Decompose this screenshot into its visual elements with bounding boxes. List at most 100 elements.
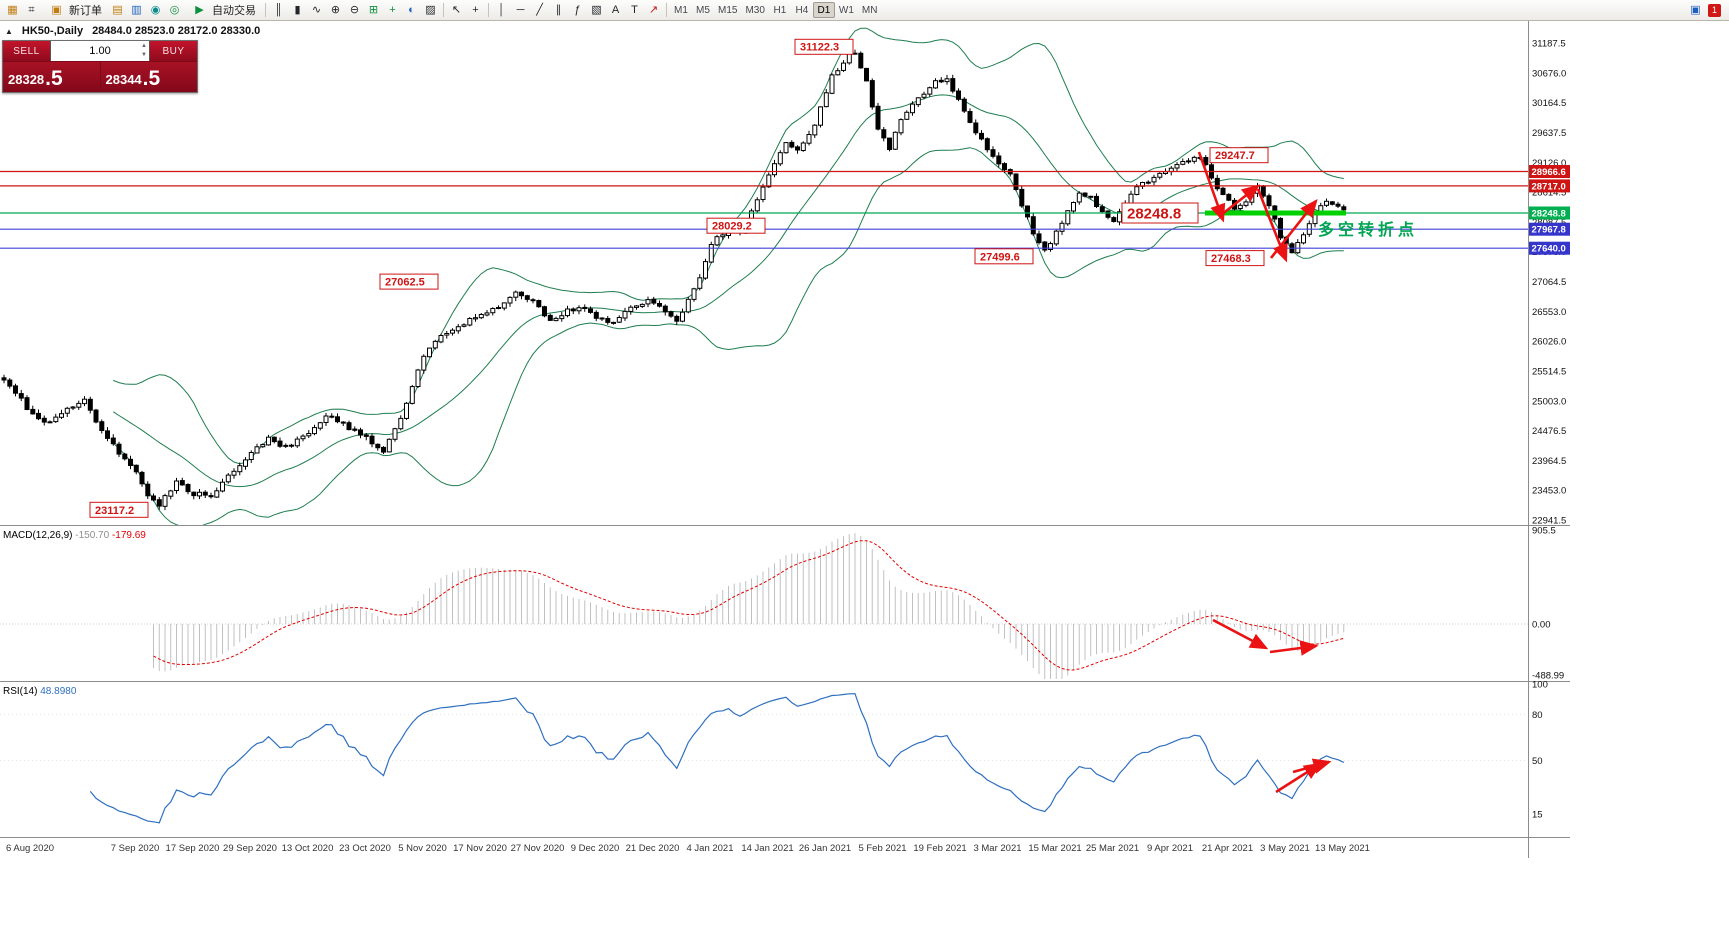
timeframe-mn[interactable]: MN — [858, 2, 882, 18]
timeframe-h4[interactable]: H4 — [791, 2, 813, 18]
trendline-icon[interactable]: ╱ — [536, 3, 543, 16]
trend-arrow[interactable] — [1269, 198, 1318, 259]
price-annotation-box[interactable] — [1205, 250, 1265, 267]
svg-text:17 Sep 2020: 17 Sep 2020 — [166, 843, 220, 854]
data-window-icon[interactable]: ▥ — [131, 3, 142, 16]
zoom-in-icon[interactable]: ⊕ — [330, 3, 341, 16]
trend-arrow[interactable] — [1212, 618, 1269, 650]
svg-text:26 Jan 2021: 26 Jan 2021 — [799, 843, 851, 854]
svg-text:23964.5: 23964.5 — [1532, 456, 1566, 467]
line-chart-icon[interactable]: ∿ — [311, 3, 322, 16]
macd-indicator-label: MACD(12,26,9) -150.70 -179.69 — [3, 530, 146, 541]
trend-arrow[interactable] — [1256, 188, 1288, 263]
sound-icon[interactable]: ◉ — [150, 3, 161, 16]
candlestick-chart-icon[interactable]: ▮ — [294, 3, 301, 16]
svg-text:31187.5: 31187.5 — [1532, 39, 1566, 50]
price-annotation-text: 28248.8 — [1127, 205, 1181, 222]
svg-text:27 Nov 2020: 27 Nov 2020 — [511, 843, 565, 854]
favorites-icon[interactable]: ▣ — [1690, 3, 1701, 16]
timeframe-h1[interactable]: H1 — [769, 2, 791, 18]
time-scale[interactable]: 6 Aug 2020 7 Sep 2020 17 Sep 2020 29 Sep 20… — [6, 843, 1370, 854]
price-annotation-text: 27499.6 — [980, 251, 1020, 263]
tile-windows-icon[interactable]: ⊞ — [368, 3, 379, 16]
chart-profiles-icon[interactable]: ⌗ — [28, 3, 35, 16]
macd-scale-label: 905.5 — [1532, 525, 1556, 536]
alerts-badge[interactable]: 1 — [1707, 3, 1721, 17]
auto-trading-label: 自动交易 — [212, 5, 256, 17]
templates-icon[interactable]: ▨ — [425, 3, 436, 16]
trend-arrow[interactable] — [1269, 640, 1319, 656]
svg-text:28966.6: 28966.6 — [1532, 167, 1566, 178]
rsi-scale-label: 80 — [1532, 710, 1543, 721]
new-chart-icon[interactable]: ▦ — [7, 3, 18, 16]
zoom-out-icon[interactable]: ⊖ — [349, 3, 360, 16]
trend-arrow[interactable] — [1220, 184, 1261, 217]
fibonacci-icon[interactable]: ƒ — [574, 3, 581, 16]
shapes-icon[interactable]: ▧ — [591, 3, 602, 16]
timeframe-m5[interactable]: M5 — [692, 2, 714, 18]
price-annotation-box[interactable] — [974, 248, 1034, 265]
rsi-panel — [0, 693, 1528, 824]
text-icon[interactable]: A — [611, 3, 620, 16]
new-order-icon: ▣ — [51, 3, 62, 16]
horizontal-line-icon[interactable]: ─ — [516, 3, 525, 16]
sell-price-frac: .5 — [45, 67, 63, 90]
svg-text:25514.5: 25514.5 — [1532, 366, 1566, 377]
buy-price-frac: .5 — [142, 67, 161, 90]
indicators-add-icon[interactable]: + — [389, 3, 396, 16]
svg-text:30164.5: 30164.5 — [1532, 98, 1566, 109]
timeframe-d1[interactable]: D1 — [812, 2, 835, 18]
price-annotation-box[interactable] — [1209, 147, 1269, 164]
volume-input[interactable] — [51, 45, 149, 57]
rsi-scale-label: 50 — [1532, 756, 1543, 767]
timeframe-m15[interactable]: M15 — [714, 2, 741, 18]
cursor-icon[interactable]: ↖ — [451, 3, 462, 16]
svg-text:29126.0: 29126.0 — [1532, 158, 1566, 169]
svg-text:28614.5: 28614.5 — [1532, 188, 1566, 199]
price-annotation-box[interactable] — [706, 217, 766, 234]
text-label-icon[interactable]: T — [631, 3, 638, 16]
svg-text:14 Jan 2021: 14 Jan 2021 — [741, 843, 793, 854]
svg-text:17 Nov 2020: 17 Nov 2020 — [453, 843, 507, 854]
volume-increase-icon[interactable]: ▲ — [141, 43, 147, 49]
cycles-icon[interactable]: ◐ — [408, 3, 415, 16]
price-annotation-box[interactable] — [1121, 202, 1199, 224]
svg-text:6 Aug 2020: 6 Aug 2020 — [6, 843, 54, 854]
arrows-icon[interactable]: ↗ — [648, 3, 659, 16]
svg-text:3 May 2021: 3 May 2021 — [1260, 843, 1310, 854]
price-annotation-box[interactable] — [89, 501, 149, 518]
turning-point-note[interactable]: 多空转折点 — [1318, 220, 1418, 239]
trend-arrow[interactable] — [1292, 758, 1332, 774]
svg-text:27967.8: 27967.8 — [1532, 225, 1566, 236]
price-annotation-text: 31122.3 — [800, 42, 839, 54]
svg-text:27064.5: 27064.5 — [1532, 277, 1566, 288]
price-scale[interactable]: 31187.5 30676.0 30164.5 29637.5 29126.0 28614… — [1529, 39, 1570, 527]
price-annotation-box[interactable] — [794, 38, 854, 55]
refresh-icon[interactable]: ◎ — [169, 3, 180, 16]
auto-trading-button[interactable]: ▶ 自动交易 — [184, 2, 262, 19]
new-order-button[interactable]: ▣ 新订单 — [41, 2, 108, 19]
price-annotation-box[interactable] — [379, 273, 439, 290]
bollinger-bands — [112, 27, 1344, 525]
equidistant-channel-icon[interactable]: ∥ — [555, 3, 562, 16]
bar-chart-icon[interactable]: ║ — [274, 3, 283, 16]
market-watch-icon[interactable]: ▤ — [112, 3, 123, 16]
timeframe-w1[interactable]: W1 — [835, 2, 858, 18]
price-tag — [1529, 179, 1570, 193]
buy-button[interactable]: BUY — [150, 41, 197, 61]
sell-button[interactable]: SELL — [3, 41, 50, 61]
timeframe-m1[interactable]: M1 — [670, 2, 692, 18]
crosshair-icon[interactable]: + — [472, 3, 479, 16]
svg-text:28248.8: 28248.8 — [1532, 209, 1566, 220]
timeframe-switcher: M1 M5 M15 M30 H1 H4 D1 W1 MN — [670, 2, 881, 18]
volume-field: ▲ ▼ — [50, 41, 150, 61]
symbol-marker-icon[interactable]: ▲ — [5, 26, 13, 36]
timeframe-m30[interactable]: M30 — [741, 2, 768, 18]
vertical-line-icon[interactable]: │ — [498, 3, 505, 16]
sell-price[interactable]: 28328 .5 — [3, 62, 101, 92]
trend-arrow[interactable] — [1197, 151, 1226, 223]
buy-price[interactable]: 28344 .5 — [100, 62, 197, 92]
volume-decrease-icon[interactable]: ▼ — [141, 52, 147, 58]
